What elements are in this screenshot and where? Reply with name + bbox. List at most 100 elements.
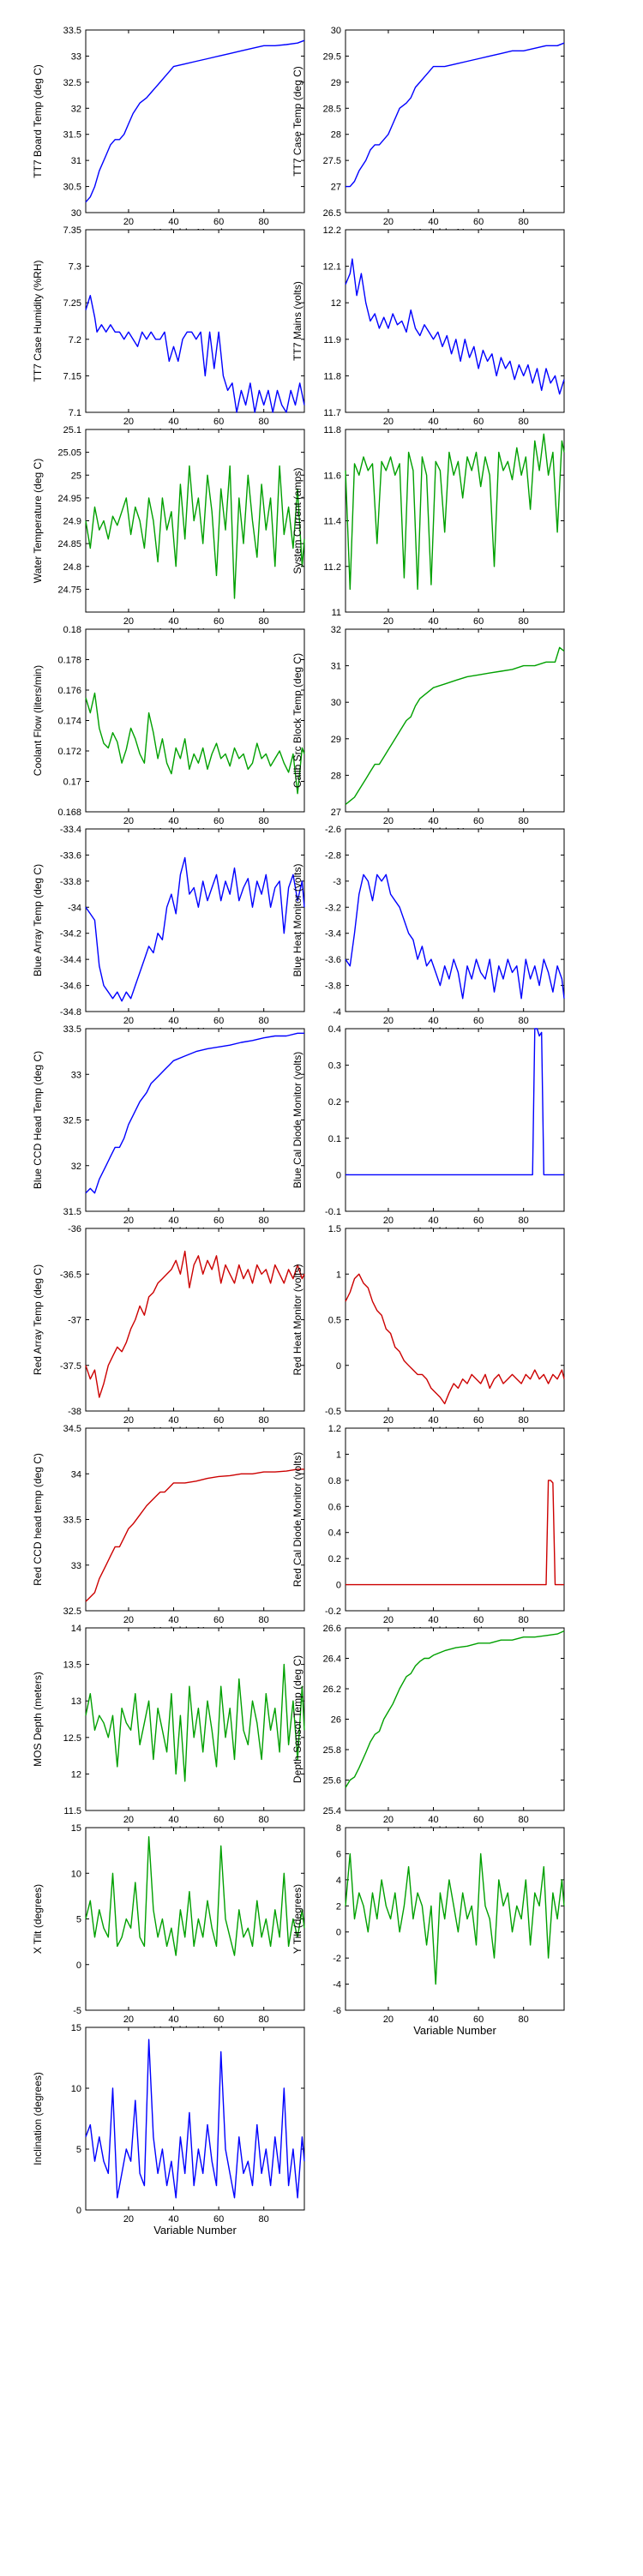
- x-tick-label: 60: [213, 1615, 224, 1625]
- y-tick-label: 13.5: [63, 1660, 81, 1671]
- plot-frame: [345, 429, 565, 613]
- x-tick-label: 40: [428, 1016, 438, 1026]
- plot-frame: [85, 1827, 305, 2011]
- y-tick-label: 12.2: [323, 225, 341, 236]
- series-line: [345, 1273, 565, 1405]
- y-tick-label: 32.5: [63, 1606, 81, 1617]
- y-tick-label: 11.4: [323, 517, 341, 527]
- y-tick-label: -33.4: [60, 825, 81, 835]
- plot-frame: [345, 229, 565, 413]
- plot-frame: [85, 1028, 305, 1212]
- y-tick-label: -36.5: [60, 1270, 81, 1280]
- y-tick-label: -0.2: [325, 1606, 341, 1617]
- series-line: [85, 1250, 305, 1398]
- y-tick-label: -3: [333, 877, 341, 887]
- series-line: [85, 465, 305, 599]
- y-tick-label: 28: [331, 130, 341, 141]
- y-tick-label: 31: [71, 156, 81, 166]
- y-tick-label: -38: [68, 1407, 81, 1417]
- y-axis-label: Water Temperature (deg C): [32, 459, 44, 583]
- x-tick-label: 80: [519, 1615, 529, 1625]
- y-tick-label: 27: [331, 808, 341, 818]
- y-tick-label: -37.5: [60, 1361, 81, 1372]
- y-axis-label: Red Heat Monitor (volts): [291, 1264, 303, 1375]
- x-tick-label: 20: [123, 616, 134, 627]
- y-tick-label: -5: [73, 2006, 81, 2016]
- x-tick-label: 20: [383, 2015, 394, 2025]
- series-line: [345, 1630, 565, 1788]
- y-tick-label: 24.75: [57, 585, 81, 595]
- x-tick-label: 80: [259, 2214, 269, 2225]
- series-line: [85, 1468, 304, 1602]
- y-tick-label: -6: [333, 2006, 341, 2016]
- x-tick-label: 20: [123, 217, 134, 227]
- y-tick-label: 0.4: [328, 1528, 341, 1539]
- y-tick-label: 27.5: [323, 156, 341, 166]
- y-axis-label: TT7 Mains (volts): [291, 281, 303, 361]
- x-tick-label: 40: [428, 417, 438, 427]
- chart-panel-18: 25.425.625.82626.226.426.620406080Variab…: [291, 1624, 565, 1837]
- y-tick-label: 26.4: [323, 1654, 341, 1665]
- y-tick-label: 32: [331, 625, 341, 635]
- x-tick-label: 60: [473, 1216, 484, 1226]
- y-tick-label: 0.17: [63, 778, 81, 788]
- x-tick-label: 20: [123, 417, 134, 427]
- series-line: [85, 2039, 305, 2199]
- y-tick-label: -34.8: [60, 1007, 81, 1018]
- y-tick-label: -3.8: [325, 982, 341, 992]
- x-tick-label: 80: [259, 2015, 269, 2025]
- x-tick-label: 20: [383, 616, 394, 627]
- x-tick-label: 60: [213, 2015, 224, 2025]
- x-tick-label: 20: [383, 816, 394, 826]
- x-tick-label: 80: [519, 816, 529, 826]
- chart-panel-5: 24.75 24.8 24.85 24.9 24.95 25 25.05 25.1 20 40 60…: [32, 425, 305, 639]
- y-tick-label: 0: [336, 1361, 341, 1372]
- y-axis-label: Blue Array Temp (deg C): [32, 864, 44, 976]
- series-line: [345, 646, 565, 806]
- y-tick-label: 0.4: [328, 1024, 341, 1035]
- y-axis-label: TT7 Case Temp (deg C): [291, 66, 303, 177]
- x-tick-label: 40: [428, 1216, 438, 1226]
- y-tick-label: 26.2: [323, 1684, 341, 1695]
- chart-panel-10: -4-3.8-3.6-3.4-3.2-3-2.8-2.620406080Vari…: [291, 825, 565, 1038]
- x-tick-label: 20: [383, 1216, 394, 1226]
- y-tick-label: 28: [331, 771, 341, 781]
- y-tick-label: -34.4: [60, 955, 81, 965]
- y-axis-label: Inclination (degrees): [32, 2072, 44, 2165]
- x-tick-label: 60: [473, 2015, 484, 2025]
- y-axis-label: MOS Depth (meters): [32, 1672, 44, 1767]
- x-tick-label: 40: [168, 1815, 178, 1825]
- x-tick-label: 40: [428, 616, 438, 627]
- y-tick-label: -4: [333, 1980, 341, 1991]
- y-axis-label: Red Array Temp (deg C): [32, 1264, 44, 1375]
- series-line: [85, 1835, 305, 1956]
- x-tick-label: 40: [168, 1415, 178, 1426]
- x-tick-label: 60: [473, 1415, 484, 1426]
- x-tick-label: 80: [519, 1016, 529, 1026]
- y-tick-label: 7.2: [69, 335, 81, 345]
- y-tick-label: 0.2: [328, 1097, 341, 1108]
- x-tick-label: 60: [473, 417, 484, 427]
- y-tick-label: 30: [331, 26, 341, 36]
- series-line: [85, 856, 305, 1002]
- y-tick-label: -2.8: [325, 850, 341, 861]
- y-tick-label: 12.1: [323, 262, 341, 273]
- x-tick-label: 80: [519, 616, 529, 627]
- y-tick-label: 31: [331, 662, 341, 672]
- y-tick-label: 0.3: [328, 1061, 341, 1072]
- y-tick-label: 1: [336, 1270, 341, 1280]
- plot-frame: [345, 1028, 565, 1212]
- x-tick-label: 20: [383, 217, 394, 227]
- y-tick-label: -2: [333, 1954, 341, 1964]
- y-tick-label: 7.3: [69, 262, 81, 273]
- series-line: [85, 1663, 305, 1782]
- y-tick-label: 33.5: [63, 26, 81, 36]
- y-tick-label: 25: [71, 471, 81, 481]
- y-tick-label: 0: [336, 1170, 341, 1180]
- y-tick-label: 12.5: [63, 1733, 81, 1744]
- chart-panel-7: 0.168 0.17 0.172 0.174 0.176 0.178 0.18 20 40 60 8…: [32, 625, 305, 838]
- x-tick-label: 80: [259, 1216, 269, 1226]
- x-tick-label: 20: [123, 2015, 134, 2025]
